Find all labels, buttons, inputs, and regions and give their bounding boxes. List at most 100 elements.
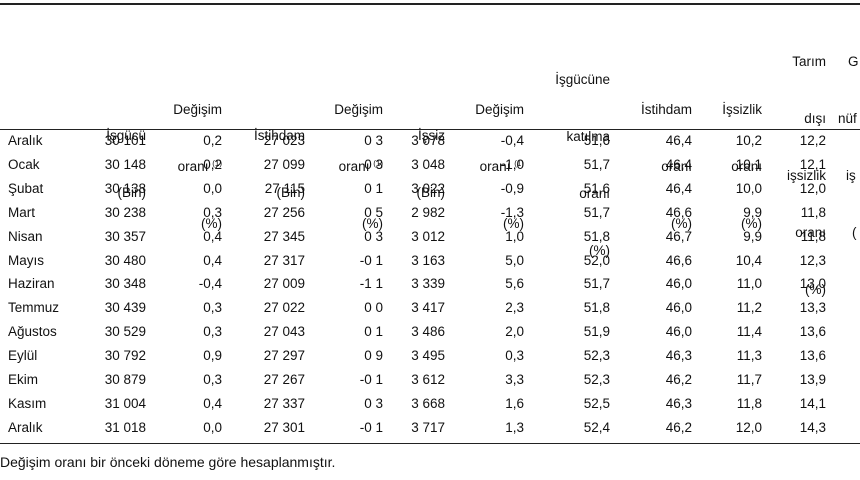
header-unit: (Bin) <box>276 185 305 200</box>
labour-force-change-cell: 0,3 <box>203 204 222 220</box>
header-label: Tarım <box>792 54 826 69</box>
unemployed-cell: 3 612 <box>411 372 445 387</box>
header-unit: (%) <box>503 216 524 231</box>
header-label: İşgücüne <box>555 72 610 87</box>
labour-force-change-cell: 0,4 <box>203 228 222 244</box>
nonagri-unemployment-rate-cell: 11,8 <box>800 204 826 220</box>
labour-force-cell: 30 357 <box>104 228 146 244</box>
month-cell: Mart <box>8 204 35 220</box>
labour-force-cell: 30 101 <box>104 133 146 148</box>
month-cell: Aralık <box>8 133 43 148</box>
header-rule <box>0 129 860 130</box>
employment-rate-cell: 46,3 <box>665 348 692 364</box>
unemployed-cell: 3 078 <box>411 133 445 148</box>
unemployed-cell: 3 717 <box>411 419 445 435</box>
labour-force-change-cell: 0,4 <box>203 395 222 411</box>
labour-force-cell: 30 879 <box>104 372 146 387</box>
unemployment-rate-cell: 12,0 <box>735 419 762 435</box>
header-participation-rate: İşgücüne katılma oranı (%) <box>525 32 610 298</box>
header-label: oranı <box>731 159 762 174</box>
employment-cell: 27 301 <box>263 419 305 435</box>
header-label: katılma <box>566 129 610 144</box>
employment-cell: 27 267 <box>263 372 305 387</box>
header-labour-force: İşgücü (Bin) <box>80 88 146 240</box>
labour-force-change-cell: -0,4 <box>198 276 222 292</box>
month-cell: Ağustos <box>8 324 57 340</box>
unemployed-change-cell: -0,4 <box>500 133 524 148</box>
employment-rate-cell: 46,6 <box>665 204 692 220</box>
header-label: oranı <box>338 159 370 174</box>
header-label: İşsiz <box>418 128 445 143</box>
labour-force-change-cell: 0,0 <box>203 180 222 196</box>
header-unit: (%) <box>201 216 222 231</box>
header-label: Değişim <box>334 102 383 117</box>
labour-force-change-cell: 0,3 <box>203 300 222 316</box>
nonagri-unemployment-rate-cell: 13,6 <box>799 324 826 340</box>
unemployed-change-cell: 2,0 <box>505 324 524 340</box>
header-unemployed: İşsiz (Bin) <box>395 88 445 240</box>
header-label: İstihdam <box>253 128 305 143</box>
header-label: oranı <box>661 159 692 174</box>
unemployed-change-cell: -0,9 <box>500 180 524 196</box>
nonagri-unemployment-rate-cell: 14,3 <box>799 419 826 435</box>
month-cell: Temmuz <box>8 300 60 316</box>
employment-cell: 27 345 <box>263 228 305 244</box>
labour-force-change-cell: 0,2 <box>203 156 222 172</box>
unemployed-cell: 3 163 <box>411 252 445 268</box>
header-label: işsizlik <box>787 168 826 183</box>
month-cell: Haziran <box>8 276 55 292</box>
table-header: İşgücü (Bin) Değişim oranı (1) (%) İstih… <box>0 0 860 297</box>
employment-cell: 27 043 <box>263 324 305 340</box>
unemployment-rate-cell: 11,2 <box>736 300 762 316</box>
month-cell: Şubat <box>8 180 44 196</box>
unemployed-change-cell: 1,0 <box>505 228 524 244</box>
header-label: nüf <box>838 111 857 126</box>
unemployed-change-cell: 1,3 <box>505 419 524 435</box>
unemployed-change-cell: 0,3 <box>505 348 524 364</box>
labour-force-cell: 30 348 <box>104 276 146 292</box>
employment-change-cell: 0 9 <box>364 348 383 364</box>
header-unit: (%) <box>589 243 610 258</box>
labour-force-cell: 30 138 <box>104 180 146 196</box>
participation-rate-cell: 51,6 <box>583 180 610 196</box>
employment-cell: 27 023 <box>263 133 305 148</box>
nonagri-unemployment-rate-cell: 12,0 <box>799 180 826 196</box>
participation-rate-cell: 51,8 <box>583 228 610 244</box>
participation-rate-cell: 52,4 <box>583 419 610 435</box>
employment-change-cell: 0 5 <box>364 204 383 220</box>
labour-force-cell: 30 792 <box>104 348 146 364</box>
unemployed-cell: 3 012 <box>411 228 445 244</box>
table-row: Kasım 31 004 0,4 27 337 0 3 3 668 1,6 52,5 46,3 1… <box>0 392 860 416</box>
unemployed-change-cell: 5,6 <box>505 276 524 292</box>
unemployment-rate-cell: 10,4 <box>735 252 762 268</box>
unemployed-change-cell: 1,6 <box>505 395 524 411</box>
header-employment-rate: İstihdam oranı (%) <box>620 62 692 271</box>
labour-force-change-cell: 0,9 <box>203 348 222 364</box>
table-row: Mart 30 238 0,3 27 256 0 5 2 982 -1,3 51,7 46,6 9… <box>0 201 860 225</box>
employment-rate-cell: 46,7 <box>665 228 692 244</box>
month-cell: Ocak <box>8 156 40 172</box>
unemployed-cell: 3 486 <box>411 324 445 340</box>
header-nonagri-unemployment-rate: Tarım dışı işsizlik oranı (%) <box>766 14 826 337</box>
table-row: Temmuz 30 439 0,3 27 022 0 0 3 417 2,3 51,8 46,0… <box>0 296 860 320</box>
employment-cell: 27 009 <box>263 276 305 292</box>
employment-change-cell: -0 1 <box>359 419 383 435</box>
employment-change-cell: 0 3 <box>364 133 383 148</box>
header-label: dışı <box>804 111 826 126</box>
employment-rate-cell: 46,0 <box>665 324 692 340</box>
labour-force-cell: 30 439 <box>104 300 146 316</box>
unemployment-rate-cell: 11,0 <box>736 276 762 292</box>
participation-rate-cell: 51,9 <box>583 324 610 340</box>
labour-force-change-cell: 0,3 <box>203 372 222 387</box>
employment-change-cell: 0 0 <box>364 300 383 316</box>
table-row: Mayıs 30 480 0,4 27 317 -0 1 3 163 5,0 52,0 46,6… <box>0 249 860 273</box>
unemployed-cell: 3 022 <box>411 180 445 196</box>
header-change-rate-1: Değişim oranı (1) (%) <box>152 62 222 271</box>
participation-rate-cell: 51,8 <box>583 300 610 316</box>
unemployment-rate-cell: 10,0 <box>735 180 762 196</box>
employment-change-cell: 0 1 <box>364 324 383 340</box>
participation-rate-cell: 52,3 <box>583 348 610 364</box>
table-bottom-rule <box>0 443 860 444</box>
employment-rate-cell: 46,0 <box>665 300 692 316</box>
participation-rate-cell: 51,7 <box>583 156 610 172</box>
